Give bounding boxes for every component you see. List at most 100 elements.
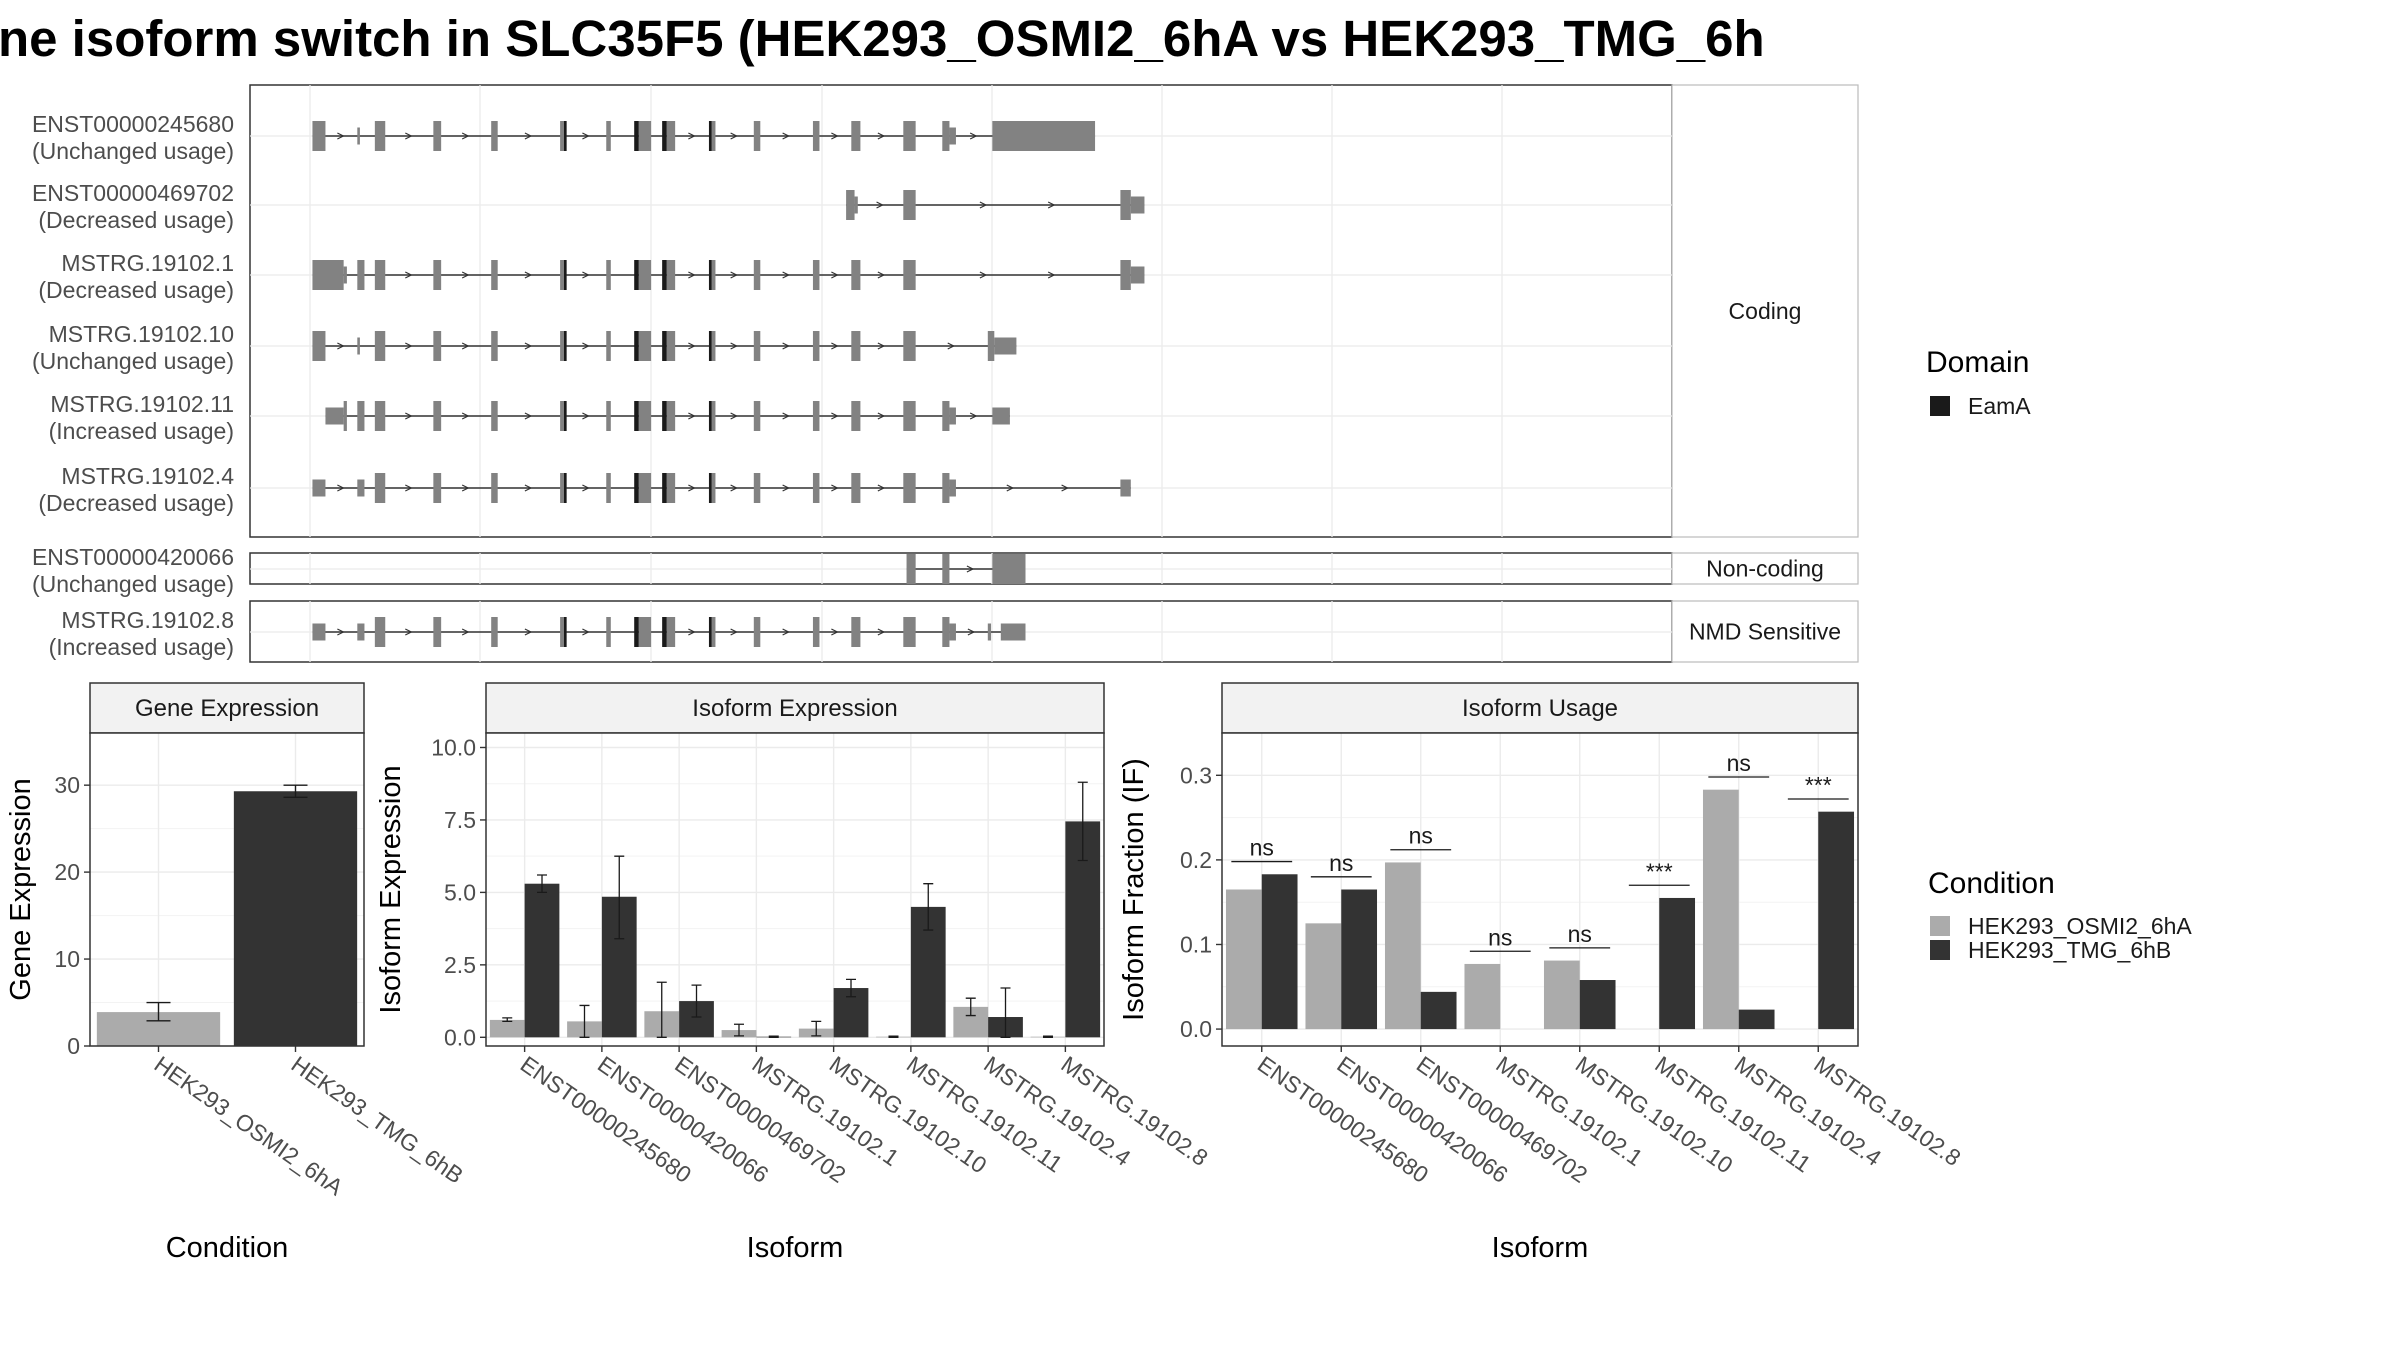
exon xyxy=(851,401,861,431)
bar-ENST00000469702-0 xyxy=(1384,862,1421,1030)
exon xyxy=(906,554,916,584)
structure-group-strip xyxy=(1671,600,1859,663)
exon xyxy=(992,407,1010,425)
intron-arrow xyxy=(582,412,590,420)
exon xyxy=(709,617,716,647)
exon xyxy=(812,473,820,503)
exon xyxy=(560,260,567,290)
intron-arrow xyxy=(582,484,590,492)
exon xyxy=(357,260,365,290)
exon xyxy=(312,260,344,290)
exon xyxy=(709,331,716,361)
bar-ENST00000245680-0 xyxy=(1225,889,1262,1030)
isoform-row-MSTRG.19102.4 xyxy=(250,473,1672,503)
intron-arrow xyxy=(877,342,886,350)
exon xyxy=(709,260,716,290)
exon xyxy=(851,331,861,361)
exon xyxy=(357,401,365,431)
exon xyxy=(753,401,761,431)
domain-legend: Domain EamA xyxy=(1926,346,2031,419)
exon xyxy=(312,623,326,641)
exon xyxy=(638,401,652,431)
bar-ENST00000245680-1 xyxy=(1261,874,1298,1030)
exon xyxy=(343,401,347,431)
intron-arrow xyxy=(405,342,413,350)
eama-domain xyxy=(564,473,567,503)
eama-domain xyxy=(708,260,712,290)
bar-MSTRG.19102.10-1 xyxy=(1579,980,1616,1030)
intron-arrow xyxy=(877,271,886,279)
eama-domain xyxy=(662,617,667,647)
condition-legend-key-a xyxy=(1930,916,1950,936)
condition-legend-key-b xyxy=(1930,940,1950,960)
intron-arrow xyxy=(782,484,790,492)
y-tick-label: 0.0 xyxy=(444,1024,476,1050)
isoform-row-ENST00000469702 xyxy=(250,190,1672,220)
exon xyxy=(638,473,652,503)
structure-group-strip xyxy=(1671,84,1859,538)
isoform-label-MSTRG.19102.11: MSTRG.19102.11(Increased usage) xyxy=(49,391,234,444)
y-tick-label: 10 xyxy=(54,946,80,972)
isoform-label-MSTRG.19102.4: MSTRG.19102.4(Decreased usage) xyxy=(38,463,234,516)
exon xyxy=(638,260,652,290)
exon xyxy=(854,196,858,214)
significance-label: *** xyxy=(1646,858,1673,884)
condition-legend-title: Condition xyxy=(1928,867,2055,900)
exon xyxy=(994,337,1017,355)
exon xyxy=(709,473,716,503)
structure-panel-1: Non-coding xyxy=(249,552,1859,585)
exon xyxy=(638,121,652,151)
figure-title: ne isoform switch in SLC35F5 (HEK293_OSM… xyxy=(0,10,1765,67)
exon xyxy=(903,473,916,503)
error-bar xyxy=(579,1004,590,1038)
intron-arrow xyxy=(877,628,886,636)
exon xyxy=(903,331,916,361)
exon xyxy=(666,473,676,503)
eama-domain xyxy=(708,473,712,503)
y-tick-label: 10.0 xyxy=(431,734,476,760)
exon xyxy=(903,190,916,220)
intron-arrow xyxy=(969,412,978,420)
isoform-id-label: MSTRG.19102.10 xyxy=(49,321,234,347)
y-tick-label: 0.0 xyxy=(1180,1016,1212,1042)
bar-MSTRG.19102.1-0 xyxy=(1464,963,1501,1030)
intron-arrow xyxy=(337,484,345,492)
significance-label: ns xyxy=(1488,924,1512,950)
y-axis-label: Gene Expression xyxy=(5,778,37,1000)
intron-arrow xyxy=(1047,271,1056,279)
intron-arrow xyxy=(405,271,413,279)
eama-domain xyxy=(708,401,712,431)
isoform-row-MSTRG.19102.8 xyxy=(250,617,1672,647)
eama-domain xyxy=(662,121,667,151)
eama-domain xyxy=(564,331,567,361)
domain-legend-label-eama: EamA xyxy=(1968,393,2031,419)
exon xyxy=(325,407,344,425)
error-bar xyxy=(656,981,667,1038)
exon xyxy=(433,121,442,151)
exon xyxy=(666,260,676,290)
eama-domain xyxy=(662,260,667,290)
isoform-usage-label: (Unchanged usage) xyxy=(32,571,234,597)
intron-arrow xyxy=(461,412,470,420)
intron-arrow xyxy=(969,132,978,140)
intron-arrow xyxy=(688,412,696,420)
intron-arrow xyxy=(524,342,533,350)
exon xyxy=(606,401,611,431)
exon xyxy=(812,121,820,151)
domain-legend-key-eama xyxy=(1930,396,1950,416)
chart-strip xyxy=(89,682,365,734)
isoform-usage-label: (Unchanged usage) xyxy=(32,138,234,164)
isoform-id-label: MSTRG.19102.4 xyxy=(61,463,234,489)
intron-arrow xyxy=(337,628,345,636)
exon xyxy=(812,260,820,290)
eama-domain xyxy=(662,473,667,503)
intron-arrow xyxy=(688,484,696,492)
intron-arrow xyxy=(582,132,590,140)
exon xyxy=(357,337,360,355)
intron-arrow xyxy=(831,484,839,492)
exon xyxy=(1130,266,1145,284)
intron-arrow xyxy=(582,271,590,279)
intron-arrow xyxy=(876,201,884,209)
condition-legend: Condition HEK293_OSMI2_6hA HEK293_TMG_6h… xyxy=(1928,867,2192,963)
structure-panel-2: NMD Sensitive xyxy=(249,600,1859,663)
